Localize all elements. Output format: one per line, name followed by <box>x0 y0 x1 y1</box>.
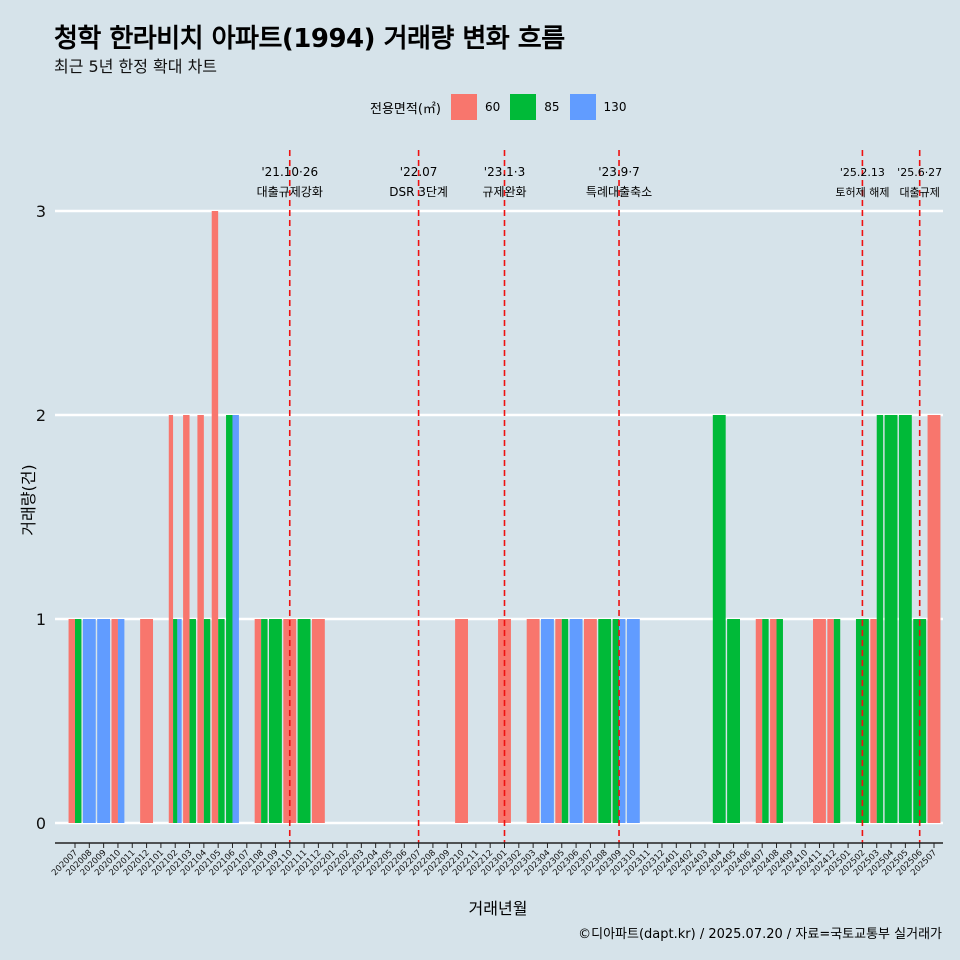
bar-202309-85 <box>612 619 620 823</box>
chart-title: 청학 한라비치 아파트(1994) 거래량 변화 흐름 <box>54 24 565 54</box>
y-axis: 0 1 2 3 <box>36 202 46 833</box>
y-tick-label-2: 2 <box>36 406 46 425</box>
bar-202507-60 <box>927 415 941 823</box>
bars <box>68 211 941 823</box>
bar-202306-130 <box>569 619 583 823</box>
bar-202309-130 <box>619 619 626 823</box>
bar-202504-85 <box>884 415 898 823</box>
legend-swatch-130 <box>569 94 596 120</box>
bar-202408-85 <box>776 619 783 823</box>
bar-202105-85 <box>218 619 225 823</box>
y-tick-label-1: 1 <box>36 610 46 629</box>
bar-202307-60 <box>583 619 597 823</box>
legend-item-130: 130 <box>569 94 627 120</box>
event-label-5: 토허제 해제 <box>835 185 889 199</box>
bar-202408-60 <box>770 619 777 823</box>
y-tick-label-3: 3 <box>36 202 46 221</box>
bar-202007-85 <box>75 619 82 823</box>
bar-202308-85 <box>598 619 612 823</box>
x-axis: 2020072020082020092020102020112020122021… <box>50 842 943 878</box>
event-date-4: '23.9·7 <box>598 165 639 179</box>
bar-202106-85 <box>226 415 233 823</box>
bar-202112-60 <box>311 619 325 823</box>
bar-202008-130 <box>82 619 96 823</box>
bar-202305-60 <box>555 619 562 823</box>
bar-202503-85 <box>876 415 884 823</box>
bar-202310-130 <box>626 619 640 823</box>
bar-202210-60 <box>455 619 468 823</box>
y-axis-title: 거래량(건) <box>19 464 38 535</box>
event-label-6: 대출규제 <box>899 186 939 199</box>
bar-202405-85 <box>727 619 740 823</box>
event-label-3: 규제완화 <box>482 185 526 199</box>
legend: 전용면적(㎡) 60 85 130 <box>370 94 636 120</box>
bar-202108-85 <box>261 619 268 823</box>
legend-label-85: 85 <box>544 100 560 114</box>
bar-202407-60 <box>755 619 763 823</box>
bar-202102-60 <box>168 415 174 823</box>
bar-202010-60 <box>111 619 118 823</box>
x-axis-title: 거래년월 <box>469 899 528 918</box>
bar-202104-60 <box>197 415 204 823</box>
legend-label-60: 60 <box>484 100 501 114</box>
bar-202505-85 <box>898 415 912 823</box>
bar-202010-130 <box>117 619 125 823</box>
legend-title: 전용면적(㎡) <box>370 101 441 117</box>
y-tick-label-0: 0 <box>36 814 46 833</box>
event-label-2: DSR 3단계 <box>389 185 448 199</box>
event-date-5: '25.2.13 <box>840 166 885 179</box>
legend-label-130: 130 <box>603 100 627 114</box>
bar-202007-60 <box>68 619 75 823</box>
bar-202103-85 <box>189 619 196 823</box>
bar-202105-60 <box>211 211 219 823</box>
bar-202102-130 <box>177 619 182 823</box>
bar-202305-85 <box>561 619 569 823</box>
bar-202303-60 <box>526 619 540 823</box>
bar-202412-60 <box>827 619 834 823</box>
event-date-6: '25.6·27 <box>897 166 942 179</box>
legend-item-60: 60 <box>450 94 501 120</box>
bar-202109-85 <box>268 619 282 823</box>
event-label-4: 특례대출축소 <box>586 185 652 199</box>
event-label-1: 대출규제강화 <box>257 185 323 199</box>
event-date-3: '23.1·3 <box>484 165 525 179</box>
event-lines: '21.10·26 대출규제강화 '22.07 DSR 3단계 '23.1·3 규제완화 '… <box>257 150 942 843</box>
bar-202411-60 <box>813 619 826 823</box>
bar-202111-85 <box>297 619 311 823</box>
bar-202108-60 <box>254 619 262 823</box>
bar-202102-85 <box>173 619 178 823</box>
bar-202009-130 <box>97 619 111 823</box>
bar-202407-85 <box>762 619 769 823</box>
legend-swatch-60 <box>450 94 477 120</box>
bar-202404-85 <box>712 415 726 823</box>
bar-202012-60 <box>140 619 154 823</box>
bar-202104-85 <box>203 619 211 823</box>
legend-swatch-85 <box>510 94 537 120</box>
bar-202503-60 <box>870 619 877 823</box>
bar-202103-60 <box>183 415 190 823</box>
legend-item-85: 85 <box>510 94 560 120</box>
source-caption: ©디아파트(dapt.kr) / 2025.07.20 / 자료=국토교통부 실… <box>578 927 942 942</box>
event-date-2: '22.07 <box>400 165 438 179</box>
chart-subtitle: 최근 5년 한정 확대 차트 <box>54 57 218 76</box>
bar-202106-130 <box>232 415 239 823</box>
event-date-1: '21.10·26 <box>261 165 318 179</box>
bar-202304-130 <box>541 619 554 823</box>
bar-202412-85 <box>833 619 841 823</box>
